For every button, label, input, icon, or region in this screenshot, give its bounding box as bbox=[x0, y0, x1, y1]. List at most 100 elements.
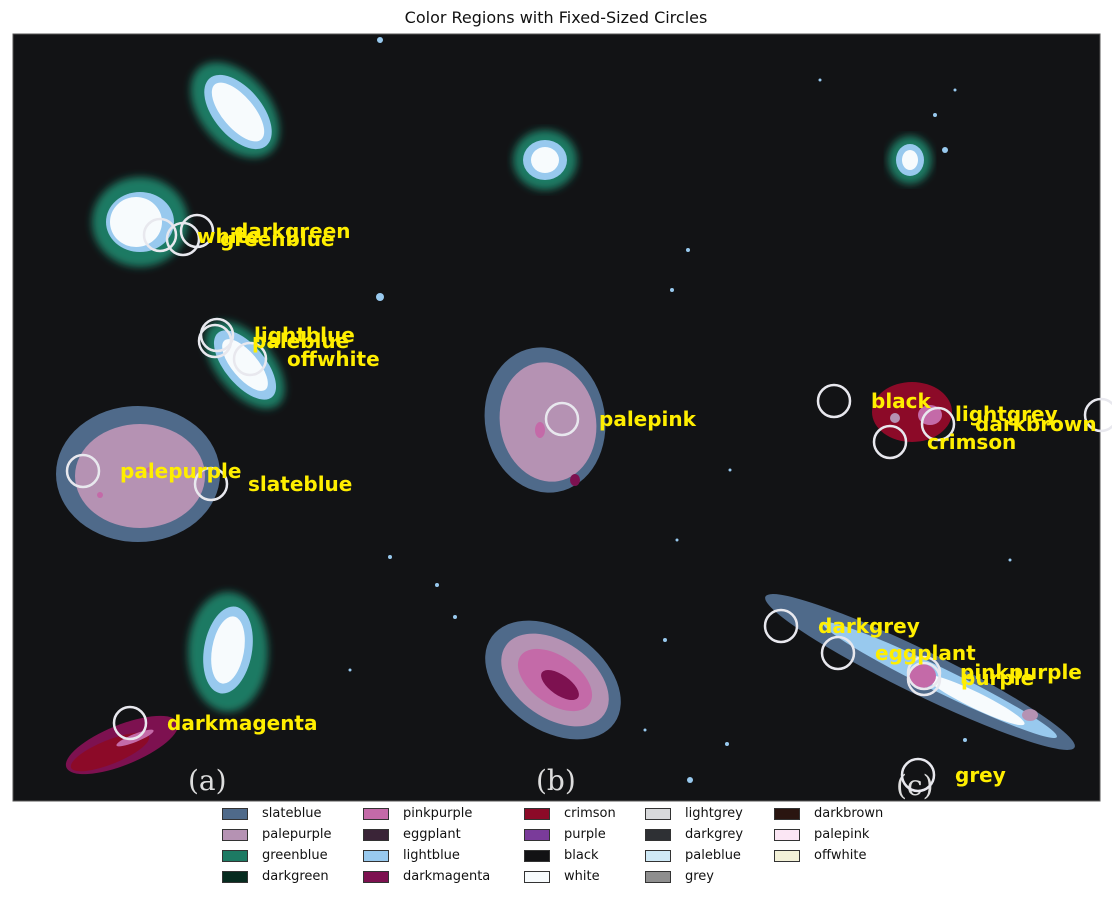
legend-label: crimson bbox=[564, 806, 616, 821]
legend-item-palepurple: palepurple bbox=[222, 826, 363, 843]
legend-label: greenblue bbox=[262, 848, 328, 863]
legend-label: palepurple bbox=[262, 827, 332, 842]
legend-label: palepink bbox=[814, 827, 870, 842]
legend-item-crimson: crimson bbox=[524, 805, 645, 822]
galaxy-a5 bbox=[188, 592, 268, 712]
label-grey: grey bbox=[955, 763, 1006, 787]
legend-label: slateblue bbox=[262, 806, 322, 821]
label-slateblue: slateblue bbox=[248, 472, 352, 496]
legend-label: darkmagenta bbox=[403, 869, 491, 884]
circle-lightgrey bbox=[920, 406, 956, 442]
marker-circles bbox=[65, 213, 1112, 793]
galaxy-c1 bbox=[888, 136, 932, 184]
galaxy-a4 bbox=[56, 406, 220, 542]
legend-label: pinkpurple bbox=[403, 806, 473, 821]
legend: slateblue pinkpurple crimson lightgrey darkb… bbox=[222, 805, 904, 885]
label-crimson: crimson bbox=[927, 430, 1016, 454]
legend-swatch bbox=[524, 828, 550, 841]
legend-swatch bbox=[363, 807, 389, 820]
label-palepurple: palepurple bbox=[120, 459, 241, 483]
legend-swatch bbox=[774, 828, 800, 841]
legend-label: lightgrey bbox=[685, 806, 743, 821]
legend-item-lightgrey: lightgrey bbox=[645, 805, 774, 822]
legend-label: darkgrey bbox=[685, 827, 744, 842]
label-black: black bbox=[871, 389, 932, 413]
circle-offwhite bbox=[232, 341, 268, 377]
label-paleblue: paleblue bbox=[252, 329, 349, 353]
legend-swatch bbox=[645, 849, 671, 862]
legend-item-darkmagenta: darkmagenta bbox=[363, 868, 524, 885]
circle-slateblue bbox=[193, 466, 229, 502]
legend-swatch bbox=[524, 849, 550, 862]
label-white: white bbox=[197, 224, 260, 248]
legend-item-black: black bbox=[524, 847, 645, 864]
legend-item-darkgrey: darkgrey bbox=[645, 826, 774, 843]
galaxy-b3 bbox=[485, 620, 621, 740]
legend-empty-cell bbox=[774, 868, 904, 885]
circle-palepurple bbox=[65, 453, 101, 489]
legend-swatch bbox=[645, 828, 671, 841]
legend-label: purple bbox=[564, 827, 606, 842]
label-darkbrown: darkbrown bbox=[975, 412, 1097, 436]
legend-swatch bbox=[363, 870, 389, 883]
legend-item-greenblue: greenblue bbox=[222, 847, 363, 864]
circle-darkbrown bbox=[1083, 397, 1112, 433]
circle-black bbox=[816, 383, 852, 419]
chart-title: Color Regions with Fixed-Sized Circles bbox=[404, 8, 708, 27]
label-lightblue: lightblue bbox=[254, 323, 355, 347]
galaxy-b1 bbox=[513, 130, 577, 190]
circle-eggplant bbox=[820, 635, 856, 671]
label-greenblue: greenblue bbox=[220, 227, 335, 251]
galaxy-a1 bbox=[190, 62, 280, 158]
circle-white bbox=[142, 217, 178, 253]
legend-item-darkbrown: darkbrown bbox=[774, 805, 904, 822]
panel-label-a: (a) bbox=[188, 764, 227, 797]
galaxy-a2 bbox=[92, 177, 188, 267]
legend-item-lightblue: lightblue bbox=[363, 847, 524, 864]
label-darkmagenta: darkmagenta bbox=[167, 711, 318, 735]
legend-item-grey: grey bbox=[645, 868, 774, 885]
legend-swatch bbox=[645, 807, 671, 820]
legend-swatch bbox=[363, 849, 389, 862]
legend-label: grey bbox=[685, 869, 715, 884]
legend-item-white: white bbox=[524, 868, 645, 885]
circle-darkgrey bbox=[763, 608, 799, 644]
legend-label: white bbox=[564, 869, 600, 884]
label-lightgrey: lightgrey bbox=[955, 402, 1058, 426]
legend-item-purple: purple bbox=[524, 826, 645, 843]
circle-palepink bbox=[544, 401, 580, 437]
legend-item-darkgreen: darkgreen bbox=[222, 868, 363, 885]
legend-item-paleblue: paleblue bbox=[645, 847, 774, 864]
circle-greenblue bbox=[165, 221, 201, 257]
legend-item-slateblue: slateblue bbox=[222, 805, 363, 822]
legend-swatch bbox=[222, 870, 248, 883]
legend-swatch bbox=[222, 849, 248, 862]
legend-item-eggplant: eggplant bbox=[363, 826, 524, 843]
legend-swatch bbox=[645, 870, 671, 883]
image-regions bbox=[56, 37, 1075, 783]
label-purple: purple bbox=[961, 666, 1034, 690]
legend-swatch bbox=[524, 807, 550, 820]
legend-swatch bbox=[363, 828, 389, 841]
label-pinkpurple: pinkpurple bbox=[960, 660, 1082, 684]
legend-swatch bbox=[222, 807, 248, 820]
legend-label: darkbrown bbox=[814, 806, 884, 821]
label-palepink: palepink bbox=[599, 407, 697, 431]
panel-label-b: (b) bbox=[536, 764, 576, 797]
circle-purple bbox=[906, 661, 942, 697]
circle-grey bbox=[900, 757, 936, 793]
label-darkgreen: darkgreen bbox=[234, 219, 351, 243]
legend-item-offwhite: offwhite bbox=[774, 847, 904, 864]
legend-swatch bbox=[222, 828, 248, 841]
label-offwhite: offwhite bbox=[287, 347, 380, 371]
legend-label: darkgreen bbox=[262, 869, 329, 884]
legend-label: offwhite bbox=[814, 848, 867, 863]
scattered-stars bbox=[348, 37, 1012, 783]
circle-darkmagenta bbox=[112, 705, 148, 741]
legend-swatch bbox=[774, 849, 800, 862]
legend-swatch bbox=[524, 870, 550, 883]
legend-item-palepink: palepink bbox=[774, 826, 904, 843]
circle-paleblue bbox=[197, 323, 233, 359]
label-darkgrey: darkgrey bbox=[818, 614, 920, 638]
